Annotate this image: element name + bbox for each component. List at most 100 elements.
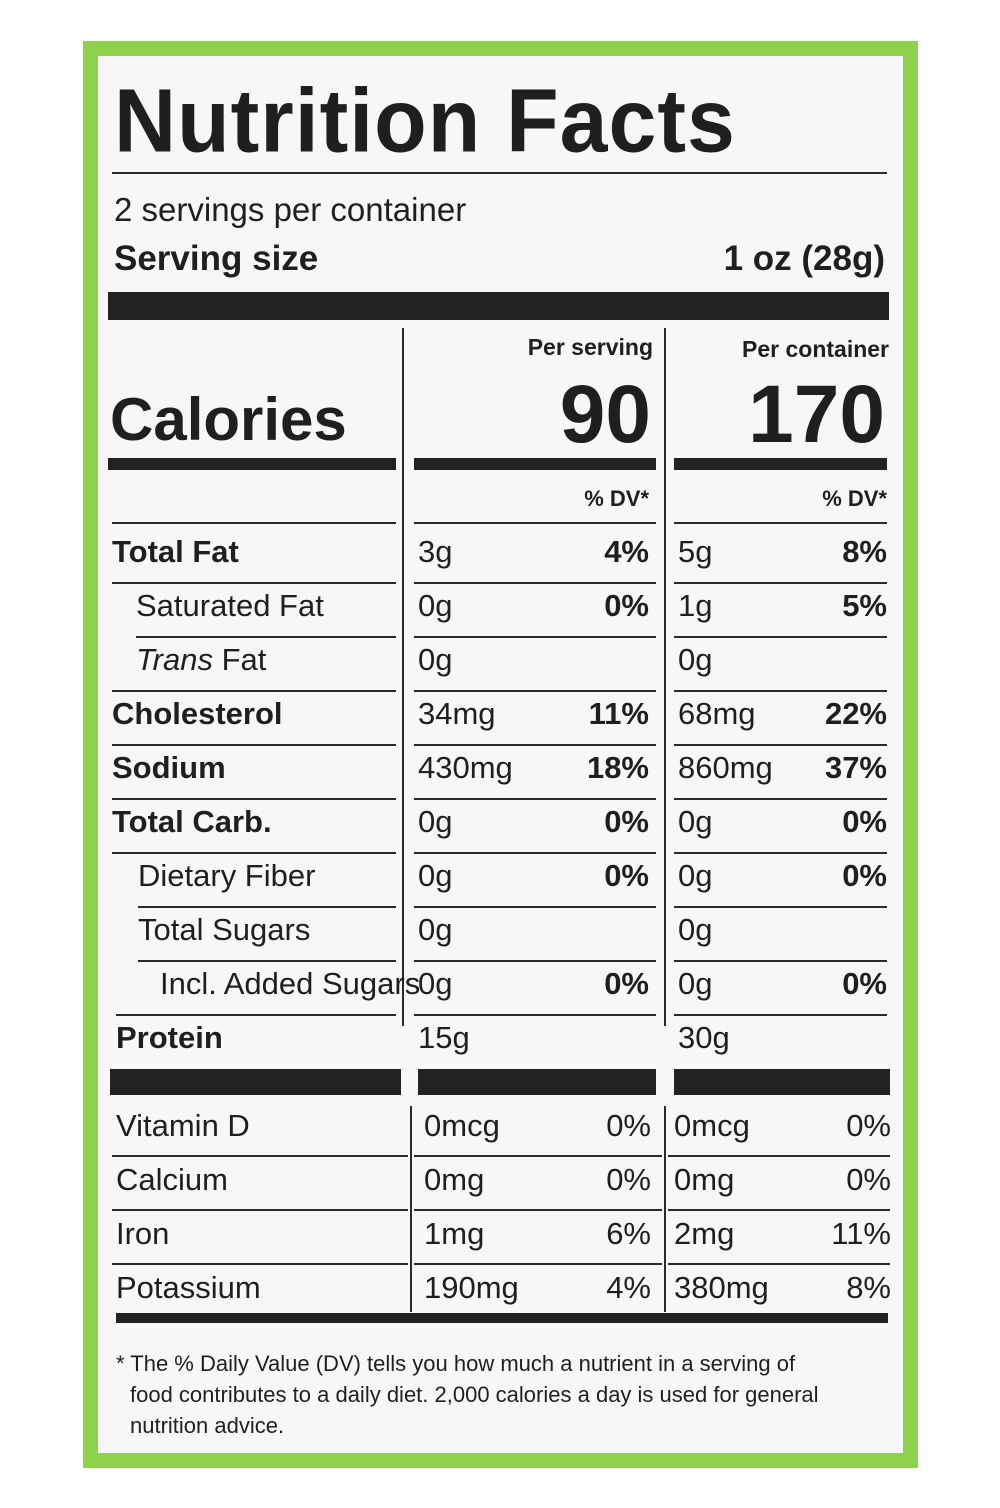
nutrient-name: Trans Fat xyxy=(136,642,266,678)
footnote-bar xyxy=(116,1313,888,1323)
nutrient-name: Protein xyxy=(116,1020,223,1055)
divider-container-lower xyxy=(664,1106,666,1312)
container-amount: 2mg xyxy=(674,1216,735,1251)
serving-dv: 4% xyxy=(606,1270,651,1305)
row-rule xyxy=(668,1263,890,1265)
container-amount: 5g xyxy=(678,534,713,569)
nutrient-name: Dietary Fiber xyxy=(138,858,316,893)
serving-dv: 0% xyxy=(604,588,649,623)
container-dv: 0% xyxy=(842,966,887,1001)
container-amount: 0g xyxy=(678,966,713,1001)
container-amount: 30g xyxy=(678,1020,730,1055)
container-dv: 0% xyxy=(842,804,887,839)
container-amount: 0g xyxy=(678,912,713,947)
nutrient-name: Cholesterol xyxy=(112,696,283,731)
servings-per-container: 2 servings per container xyxy=(114,191,467,228)
row-rule xyxy=(112,798,396,800)
container-dv: 0% xyxy=(846,1162,891,1197)
calories-label: Calories xyxy=(110,386,347,453)
row-rule xyxy=(674,852,887,854)
nutrient-name: Saturated Fat xyxy=(136,588,324,623)
container-dv: 11% xyxy=(831,1216,891,1251)
footnote-line: food contributes to a daily diet. 2,000 … xyxy=(130,1382,819,1407)
calories-bar-left xyxy=(108,458,396,470)
serving-amount: 430mg xyxy=(418,750,513,785)
title-rule xyxy=(112,172,887,174)
row-rule xyxy=(414,1014,656,1016)
row-rule xyxy=(414,960,656,962)
container-amount: 0g xyxy=(678,642,713,677)
mineral-name: Calcium xyxy=(116,1162,228,1197)
row-rule xyxy=(414,522,656,524)
serving-dv: 6% xyxy=(606,1216,651,1251)
row-rule xyxy=(674,1014,887,1016)
nutrient-name: Total Fat xyxy=(112,534,239,569)
footnote: * The % Daily Value (DV) tells you how m… xyxy=(116,1348,876,1441)
serving-amount: 0g xyxy=(418,912,453,947)
row-rule xyxy=(414,798,656,800)
calories-per-container: 170 xyxy=(748,369,885,460)
row-rule xyxy=(674,960,887,962)
nutrition-label: Nutrition Facts 2 servings per container… xyxy=(98,56,903,1453)
container-dv: 37% xyxy=(824,750,887,785)
row-rule xyxy=(112,852,396,854)
vitamin-bar-left xyxy=(110,1069,401,1095)
row-rule xyxy=(138,906,396,908)
serving-size-value: 1 oz (28g) xyxy=(723,239,885,278)
serving-amount: 0g xyxy=(418,966,453,1001)
row-rule xyxy=(414,690,656,692)
serving-amount: 190mg xyxy=(424,1270,519,1305)
nutrient-name: Incl. Added Sugars xyxy=(160,966,421,1001)
container-amount: 380mg xyxy=(674,1270,769,1305)
divider-serving-lower xyxy=(410,1106,412,1312)
serving-size-label: Serving size xyxy=(114,239,319,278)
row-rule xyxy=(674,906,887,908)
serving-amount: 1mg xyxy=(424,1216,485,1251)
serving-amount: 0mcg xyxy=(424,1108,500,1143)
row-rule xyxy=(414,636,656,638)
row-rule xyxy=(112,744,396,746)
row-rule xyxy=(112,1263,408,1265)
container-amount: 1g xyxy=(678,588,713,623)
mineral-name: Iron xyxy=(116,1216,170,1251)
container-dv: 0% xyxy=(846,1108,891,1143)
row-rule xyxy=(674,798,887,800)
nutrient-name-italic: Trans xyxy=(136,642,213,677)
container-dv: 8% xyxy=(846,1270,891,1305)
serving-dv: 11% xyxy=(588,696,649,731)
mineral-name: Potassium xyxy=(116,1270,261,1305)
row-rule xyxy=(414,744,656,746)
per-container-header: Per container xyxy=(742,336,889,362)
row-rule xyxy=(112,582,396,584)
container-amount: 0g xyxy=(678,858,713,893)
container-amount: 0mg xyxy=(674,1162,735,1197)
row-rule xyxy=(414,1155,662,1157)
container-dv: 0% xyxy=(842,858,887,893)
row-rule xyxy=(414,582,656,584)
serving-amount: 0g xyxy=(418,858,453,893)
serving-amount: 15g xyxy=(418,1020,470,1055)
row-rule xyxy=(414,1209,662,1211)
serving-amount: 0g xyxy=(418,804,453,839)
thick-bar-top xyxy=(108,292,889,320)
nutrient-name: Total Carb. xyxy=(112,804,272,839)
row-rule xyxy=(112,522,396,524)
row-rule xyxy=(414,906,656,908)
container-amount: 0g xyxy=(678,804,713,839)
serving-amount: 3g xyxy=(418,534,453,569)
row-rule xyxy=(414,852,656,854)
footnote-line: nutrition advice. xyxy=(130,1413,285,1438)
row-rule xyxy=(136,636,396,638)
serving-amount: 34mg xyxy=(418,696,496,731)
dv-header-container: % DV* xyxy=(822,486,887,511)
divider-container-upper xyxy=(664,328,666,1026)
mineral-name: Vitamin D xyxy=(116,1108,250,1143)
container-dv: 8% xyxy=(842,534,887,569)
row-rule xyxy=(112,1155,408,1157)
container-amount: 860mg xyxy=(678,750,773,785)
per-serving-header: Per serving xyxy=(527,334,653,360)
serving-dv: 18% xyxy=(586,750,649,785)
row-rule xyxy=(674,522,887,524)
serving-amount: 0g xyxy=(418,642,453,677)
serving-amount: 0mg xyxy=(424,1162,485,1197)
